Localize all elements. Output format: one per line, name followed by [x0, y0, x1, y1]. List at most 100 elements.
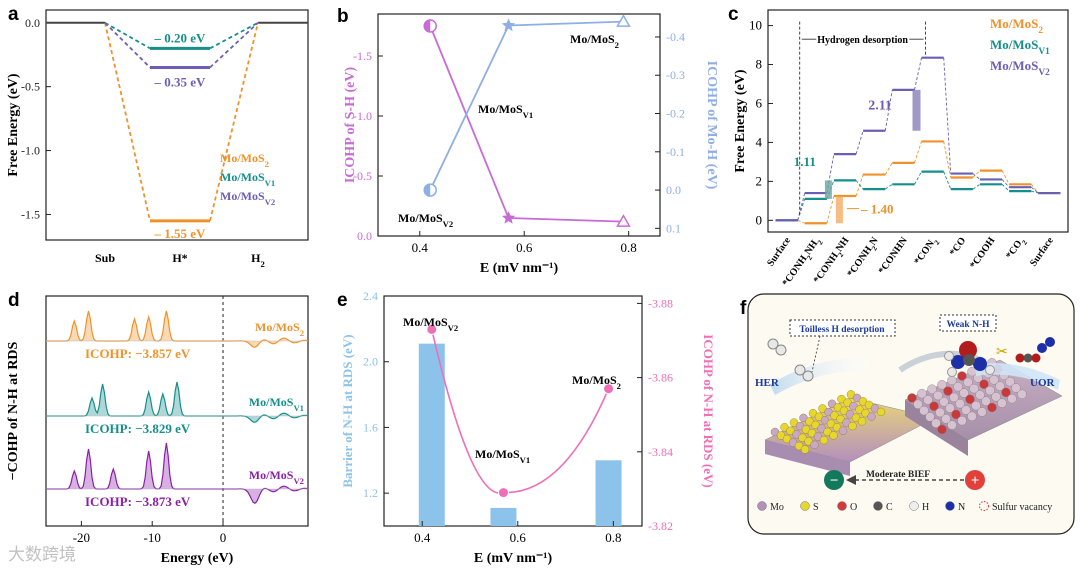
series-line-moh-b [429, 20, 624, 191]
connector-c [826, 180, 835, 200]
slab-atom [937, 424, 947, 435]
legend-atom-icon [945, 501, 955, 511]
bief-label: Moderate BIEF [866, 470, 930, 480]
connector-c [943, 171, 952, 190]
connector-c [1001, 183, 1010, 192]
slab-atom [876, 407, 886, 417]
x-tick-label-b: 0.4 [412, 240, 429, 255]
connector-c [826, 195, 835, 224]
annotation-v2-e: Mo/MoSV2 [403, 315, 458, 333]
n2-atom-1 [1037, 343, 1047, 353]
slab-atom [927, 384, 937, 394]
urea-carbon [963, 354, 975, 366]
legend-atom-label: O [850, 502, 857, 513]
h2-atom-3 [794, 364, 806, 376]
slab-atom [1017, 389, 1027, 399]
icohp-label-d: ICOHP: −3.829 eV [85, 421, 191, 436]
panel-f-label: f [740, 298, 747, 319]
energy-value-label-a: – 1.55 eV [154, 226, 207, 241]
connector-c [1001, 179, 1010, 188]
slab-atom [947, 420, 957, 430]
slab-atom [945, 403, 955, 413]
rds-value-v1-c: 1.11 [794, 154, 816, 169]
plot-frame-b [377, 13, 661, 237]
slab-atom [949, 392, 959, 403]
desorption-label-c: Hydrogen desorption [817, 35, 908, 46]
y-left-tick-label-b: -0.5 [353, 169, 372, 183]
data-point-sh-b [501, 211, 516, 224]
series-connector-a [104, 22, 259, 222]
series-label-d: Mo/MoS2 [255, 320, 304, 338]
slab-atom [819, 435, 829, 445]
y-axis-label-d: −COHP of N-H at RDS [6, 341, 21, 480]
rds-highlight-v2-c [912, 89, 921, 131]
y-tick-label-c: 8 [756, 57, 763, 72]
atom-legend: Mo S O C H N Sulfur vacancy [757, 501, 1052, 513]
co2-oxygen-2 [1031, 353, 1041, 363]
slab-atom [925, 412, 935, 422]
x-tick-label-d: -10 [144, 530, 161, 545]
y-tick-label-c: 10 [749, 18, 762, 33]
legend-vacancy-label: Sulfur vacancy [992, 502, 1052, 513]
slab-atom [917, 388, 927, 399]
y-tick-label-c: 2 [756, 173, 763, 188]
panel-b-label: b [337, 6, 349, 27]
connector-c [797, 192, 806, 221]
x-tick-label-b: 0.6 [516, 240, 533, 255]
legend-atom-icon [909, 501, 919, 511]
connector-c [1031, 186, 1039, 194]
weak-nh-box [939, 314, 997, 332]
h2-atom-1 [767, 338, 779, 350]
slab-atom [967, 411, 977, 421]
y-left-tick-label-b: -1.0 [353, 109, 372, 123]
x-tick-label-d: 0 [220, 530, 227, 545]
positive-pole-sign: + [971, 473, 980, 489]
annotation-v2-b: Mo/MoSV2 [398, 211, 453, 229]
connector-c [914, 57, 922, 90]
connector-c [972, 173, 981, 180]
slab-atom [941, 414, 951, 424]
legend-atom-label: Mo [770, 502, 784, 513]
y-tick-label-c: 0 [756, 212, 763, 227]
rds-highlight-mos2-c [835, 195, 843, 224]
y-left-tick-label-b: -1.5 [353, 49, 372, 63]
urea-hydrogen-3 [985, 365, 995, 375]
slab-atom [810, 440, 819, 449]
legend-entry-c: Mo/MoS2 [990, 16, 1043, 36]
y-right-tick-label-e: -3.82 [648, 519, 673, 533]
slab-atom [969, 383, 979, 394]
watermark: 大数跨境 [8, 545, 76, 565]
slab-atom [913, 399, 923, 409]
slab-atom [977, 407, 987, 417]
slab-atom [953, 382, 963, 392]
connector-c [797, 219, 805, 224]
slab-atom [800, 445, 810, 454]
x-tick-label-d: -20 [73, 530, 90, 545]
urea-hydrogen-1 [944, 351, 954, 361]
panel-d-label: d [8, 290, 20, 311]
hydrogen-desorption-box [789, 319, 896, 337]
slab-atom [971, 400, 981, 411]
connector-c [1001, 170, 1010, 185]
y-tick-label-a: -0.5 [21, 80, 40, 94]
chart-d: -20 -10 0 Energy (eV) −COHP of N-H at RDS Mo/… [6, 295, 309, 566]
slab-atom [997, 398, 1007, 408]
data-point-e [426, 323, 438, 335]
legend-entry-a: Mo/MoS2 [220, 151, 269, 169]
energy-value-label-a: – 0.35 eV [154, 75, 207, 90]
data-point-e [603, 383, 615, 395]
slab-atom [838, 426, 848, 435]
legend-atom-label: N [958, 502, 965, 513]
connector-c [884, 162, 893, 175]
y-left-tick-label-e: 2.4 [363, 289, 378, 303]
slab-atom [965, 394, 975, 404]
slab-atom [957, 371, 967, 381]
connector-c [972, 183, 981, 190]
bar-e [418, 343, 445, 526]
icohp-label-d: ICOHP: −3.857 eV [85, 346, 191, 361]
y-right-tick-label-b: 0.1 [666, 221, 681, 235]
legend-atom-icon [800, 501, 810, 511]
legend-vacancy-icon [979, 501, 989, 511]
